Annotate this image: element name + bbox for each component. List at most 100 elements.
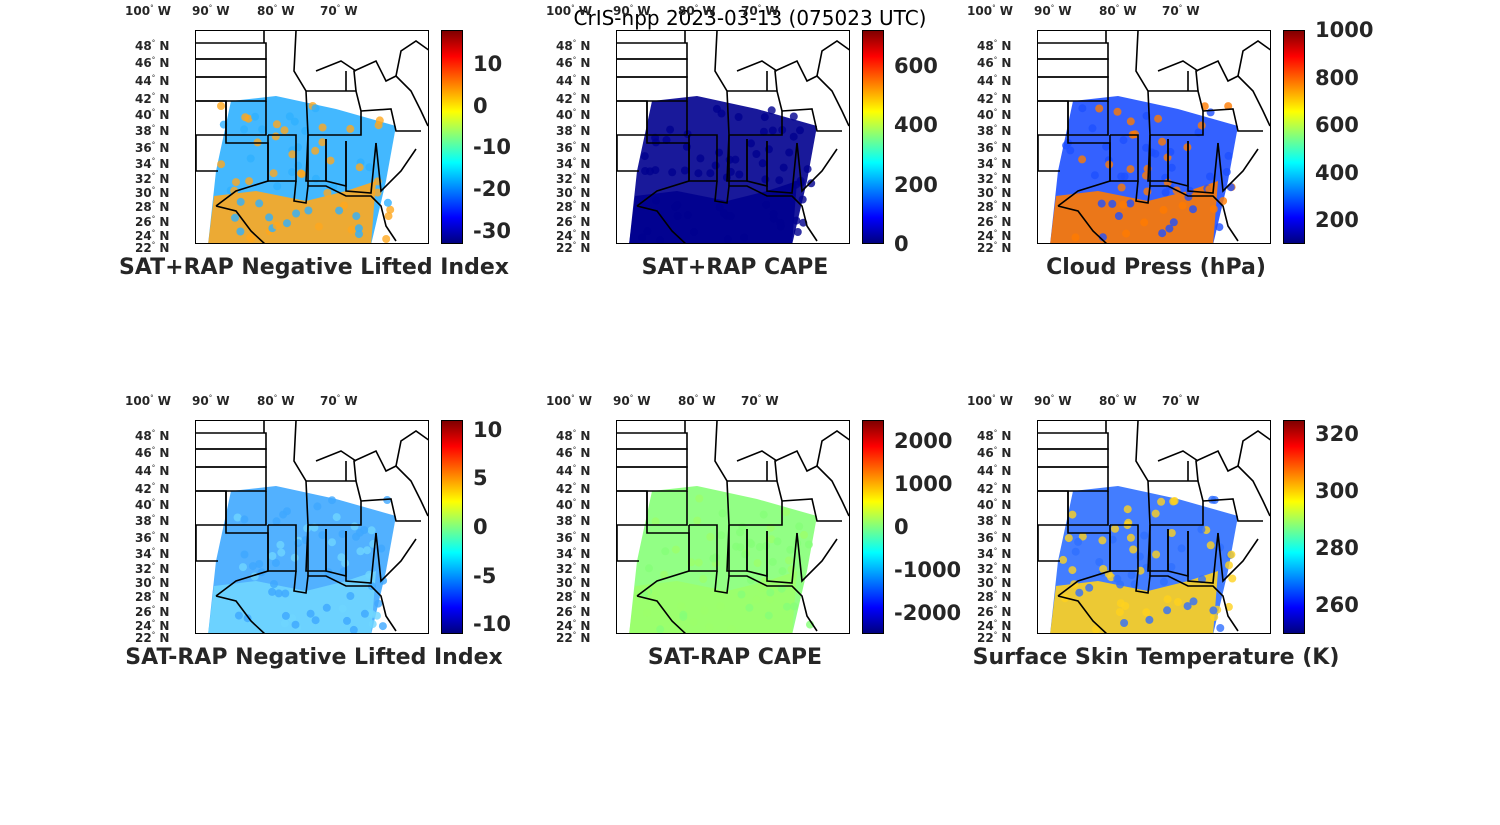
latitude-value: 38 — [977, 514, 994, 528]
state-boundary — [196, 100, 227, 172]
data-point — [239, 563, 247, 572]
latitude-suffix: N — [580, 446, 591, 460]
data-point — [1115, 608, 1124, 617]
degree-mark: ° — [993, 124, 998, 132]
state-boundary — [1038, 466, 1109, 492]
longitude-label: 90° W — [613, 394, 651, 408]
latitude-suffix: N — [1001, 482, 1012, 496]
data-point — [789, 112, 798, 121]
latitude-suffix: N — [580, 482, 591, 496]
longitude-label: 80° W — [257, 4, 295, 18]
data-point — [1111, 524, 1119, 533]
latitude-label: 34° N — [977, 545, 1011, 560]
data-point — [230, 186, 239, 195]
degree-mark: ° — [993, 531, 998, 539]
latitude-label: 42° N — [977, 90, 1011, 105]
data-point — [1097, 199, 1106, 208]
data-point — [255, 199, 264, 208]
state-boundary — [1195, 59, 1270, 127]
longitude-suffix: W — [1186, 394, 1200, 408]
data-point — [792, 216, 801, 225]
data-point — [758, 159, 767, 168]
latitude-suffix: N — [159, 446, 170, 460]
data-point — [1174, 598, 1182, 606]
latitude-value: 22 — [977, 241, 994, 255]
state-boundary — [196, 448, 267, 468]
data-point — [231, 213, 239, 222]
latitude-value: 36 — [135, 531, 152, 545]
data-point — [726, 212, 735, 221]
colorbar-tick-label: 1000 — [894, 472, 953, 497]
data-point — [677, 602, 686, 611]
latitude-label: 22° N — [977, 239, 1011, 254]
longitude-label: 90° W — [192, 4, 230, 18]
latitude-suffix: N — [159, 631, 170, 645]
degree-mark: ° — [993, 92, 998, 100]
data-point — [1119, 200, 1128, 209]
data-point — [767, 106, 776, 115]
map-panel: 100° W 90° W 80° W 70° W 48° N 46° N 44° N 42° … — [526, 0, 1006, 300]
latitude-value: 48 — [556, 39, 573, 53]
colorbar-tick-label: 600 — [894, 53, 938, 78]
data-point — [1157, 497, 1166, 506]
longitude-suffix: W — [1058, 394, 1072, 408]
data-point — [1209, 205, 1218, 213]
longitude-label: 90° W — [1034, 4, 1072, 18]
data-point — [767, 535, 776, 544]
latitude-value: 24 — [556, 619, 573, 633]
latitude-value: 34 — [977, 157, 994, 171]
degree-mark: ° — [572, 590, 577, 598]
state-boundary — [617, 490, 648, 562]
degree-mark: ° — [151, 576, 156, 584]
degree-mark: ° — [571, 4, 575, 12]
data-point — [386, 205, 395, 214]
data-point — [1161, 188, 1170, 197]
panel-title: SAT-RAP CAPE — [647, 645, 823, 670]
data-point — [1205, 185, 1214, 194]
colorbar-tick-label: 10 — [473, 51, 503, 76]
latitude-label: 26° N — [556, 603, 590, 618]
data-point — [246, 154, 255, 163]
longitude-label: 100° W — [546, 4, 592, 18]
latitude-label: 48° N — [135, 37, 169, 52]
latitude-suffix: N — [580, 562, 591, 576]
longitude-value: 70 — [320, 4, 337, 18]
data-point — [365, 163, 374, 172]
latitude-label: 36° N — [556, 139, 590, 154]
latitude-label: 48° N — [977, 37, 1011, 52]
state-boundary — [736, 450, 778, 481]
latitude-suffix: N — [1001, 215, 1012, 229]
data-point — [1123, 505, 1132, 514]
degree-mark: ° — [1115, 394, 1120, 402]
data-point — [318, 123, 327, 132]
data-point — [273, 182, 282, 191]
data-point — [355, 230, 363, 239]
latitude-suffix: N — [580, 186, 591, 200]
latitude-suffix: N — [1001, 186, 1012, 200]
latitude-suffix: N — [159, 605, 170, 619]
latitude-suffix: N — [1001, 200, 1012, 214]
degree-mark: ° — [572, 482, 577, 490]
data-point — [652, 196, 661, 205]
longitude-value: 90 — [1034, 4, 1051, 18]
state-boundary — [1038, 448, 1109, 468]
data-point — [741, 550, 750, 559]
latitude-suffix: N — [1001, 531, 1012, 545]
data-point — [1120, 619, 1129, 627]
data-point — [352, 532, 360, 541]
data-point — [335, 206, 344, 215]
data-point — [785, 148, 794, 157]
state-boundary — [353, 59, 428, 127]
data-point — [1090, 171, 1099, 180]
degree-mark: ° — [151, 562, 156, 570]
data-point — [705, 623, 714, 632]
latitude-value: 42 — [556, 482, 573, 496]
latitude-value: 34 — [556, 157, 573, 171]
data-point — [1228, 574, 1237, 583]
latitude-value: 30 — [977, 576, 994, 590]
latitude-suffix: N — [159, 186, 170, 200]
longitude-value: 70 — [320, 394, 337, 408]
degree-mark: ° — [572, 631, 577, 639]
data-point — [217, 102, 225, 110]
latitude-value: 48 — [556, 429, 573, 443]
